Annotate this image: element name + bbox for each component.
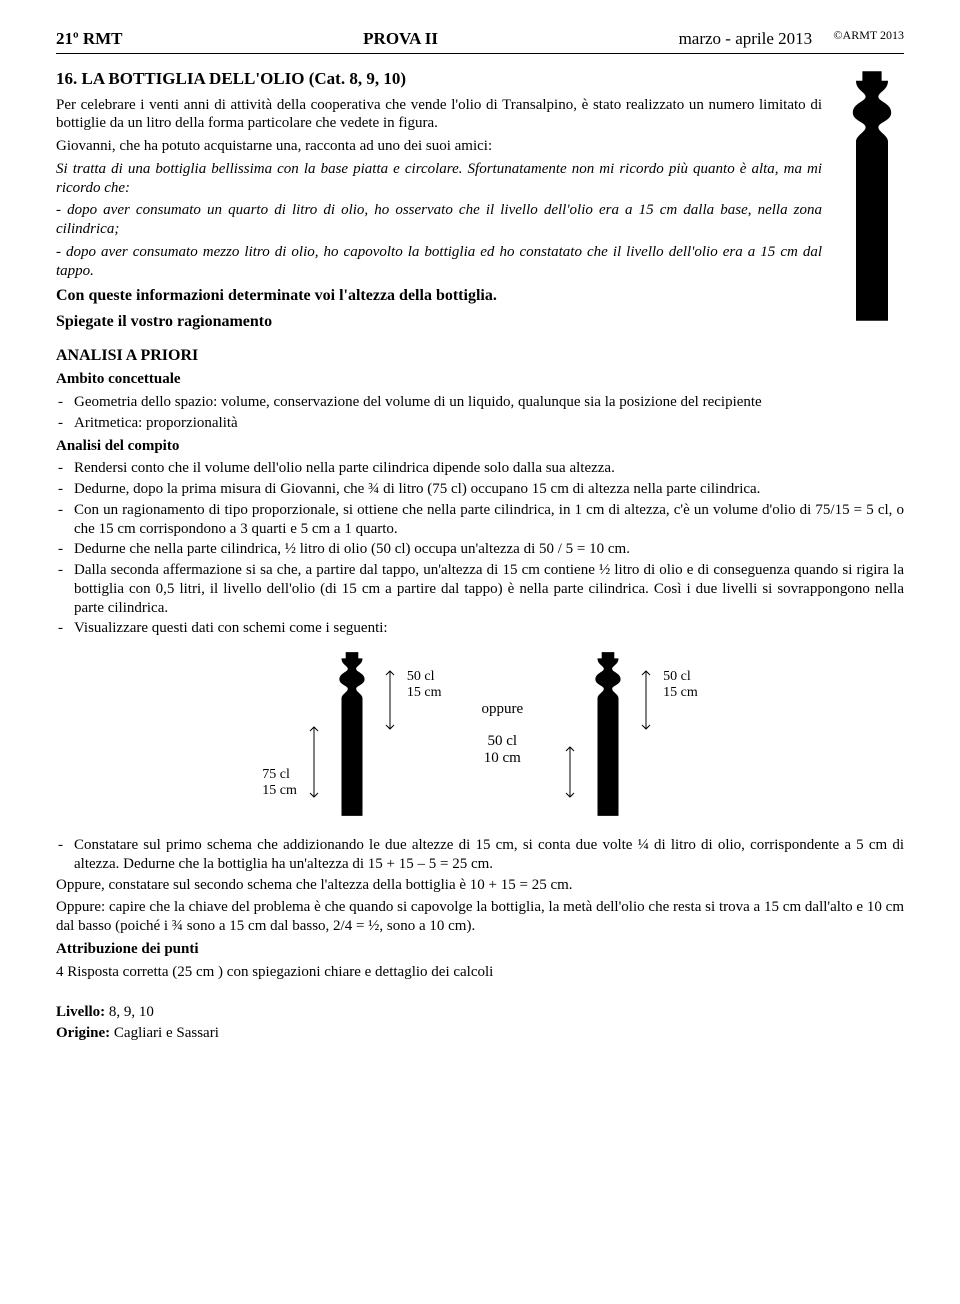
punti-line: 4 Risposta corretta (25 cm ) con spiegaz… [56, 963, 904, 982]
bottle-icon [587, 650, 629, 818]
list-item: Dedurne, dopo la prima misura di Giovann… [56, 480, 904, 499]
livello-value: 8, 9, 10 [105, 1004, 154, 1020]
diagram-row: 75 cl 15 cm 50 cl 15 cm oppure 50 cl [56, 650, 904, 818]
footer: Livello: 8, 9, 10 Origine: Cagliari e Sa… [56, 1003, 904, 1043]
problem-block: 16. LA BOTTIGLIA DELL'OLIO (Cat. 8, 9, 1… [56, 68, 904, 336]
problem-quote-2: - dopo aver consumato un quarto di litro… [56, 201, 822, 239]
problem-para-2: Giovanni, che ha potuto acquistarne una,… [56, 137, 822, 156]
arrow-icon [307, 669, 321, 799]
label-h: 15 cm [407, 685, 442, 701]
diagram-right: 50 cl 15 cm [563, 650, 698, 818]
conclusion-list: Constatare sul primo schema che addizion… [56, 836, 904, 874]
conclusion-oppure-1: Oppure, constatare sul secondo schema ch… [56, 876, 904, 895]
header-left: 21º RMT [56, 28, 123, 49]
compito-head: Analisi del compito [56, 437, 904, 456]
livello-label: Livello: [56, 1004, 105, 1020]
list-item: Rendersi conto che il volume dell'olio n… [56, 459, 904, 478]
list-item: Dedurne che nella parte cilindrica, ½ li… [56, 540, 904, 559]
label-h: 15 cm [663, 685, 698, 701]
list-item: Visualizzare questi dati con schemi come… [56, 619, 904, 638]
diagram-left: 75 cl 15 cm 50 cl 15 cm [262, 650, 441, 818]
label-vol: 75 cl [262, 767, 297, 783]
header-copyright: ©ARMT 2013 [833, 28, 904, 42]
label-vol: 50 cl [407, 669, 442, 685]
origine-line: Origine: Cagliari e Sassari [56, 1024, 904, 1043]
problem-quote-3: - dopo aver consumato mezzo litro di oli… [56, 243, 822, 281]
arrow-icon [563, 669, 577, 799]
label-h: 15 cm [262, 783, 297, 799]
problem-para-1: Per celebrare i venti anni di attività d… [56, 96, 822, 134]
diagram-left-upper-labels: 50 cl 15 cm [407, 669, 442, 799]
origine-label: Origine: [56, 1025, 110, 1041]
diagram-left-lower-labels: 75 cl 15 cm [262, 669, 297, 799]
problem-title: 16. LA BOTTIGLIA DELL'OLIO (Cat. 8, 9, 1… [56, 68, 822, 89]
label-h: 10 cm [484, 750, 521, 767]
arrow-icon [383, 669, 397, 799]
problem-question: Con queste informazioni determinate voi … [56, 286, 822, 306]
header-right: marzo - aprile 2013 ©ARMT 2013 [679, 28, 904, 49]
problem-explain: Spiegate il vostro ragionamento [56, 312, 822, 332]
list-item: Aritmetica: proporzionalità [56, 414, 904, 433]
page-header: 21º RMT PROVA II marzo - aprile 2013 ©AR… [56, 28, 904, 54]
problem-text-column: 16. LA BOTTIGLIA DELL'OLIO (Cat. 8, 9, 1… [56, 68, 840, 336]
ambito-list: Geometria dello spazio: volume, conserva… [56, 393, 904, 433]
list-item: Constatare sul primo schema che addizion… [56, 836, 904, 874]
ambito-head: Ambito concettuale [56, 370, 904, 389]
origine-value: Cagliari e Sassari [110, 1025, 219, 1041]
list-item: Con un ragionamento di tipo proporzional… [56, 501, 904, 539]
header-date: marzo - aprile 2013 [679, 29, 813, 48]
label-vol: 50 cl [484, 733, 521, 750]
header-center: PROVA II [363, 28, 438, 49]
analysis-head: ANALISI A PRIORI [56, 346, 904, 366]
diagram-right-upper-labels: 50 cl 15 cm [663, 669, 698, 799]
livello-line: Livello: 8, 9, 10 [56, 1003, 904, 1022]
punti-head: Attribuzione dei punti [56, 940, 904, 959]
bottle-icon [331, 650, 373, 818]
list-item: Dalla seconda affermazione si sa che, a … [56, 561, 904, 617]
bottle-figure [840, 68, 904, 330]
conclusion-oppure-2: Oppure: capire che la chiave del problem… [56, 898, 904, 936]
diagram-center: oppure 50 cl 10 cm [481, 700, 523, 767]
bottle-icon [840, 68, 904, 324]
label-vol: 50 cl [663, 669, 698, 685]
arrow-icon [639, 669, 653, 799]
compito-list: Rendersi conto che il volume dell'olio n… [56, 459, 904, 638]
oppure-label: oppure [481, 700, 523, 719]
list-item: Geometria dello spazio: volume, conserva… [56, 393, 904, 412]
problem-quote-1: Si tratta di una bottiglia bellissima co… [56, 160, 822, 198]
